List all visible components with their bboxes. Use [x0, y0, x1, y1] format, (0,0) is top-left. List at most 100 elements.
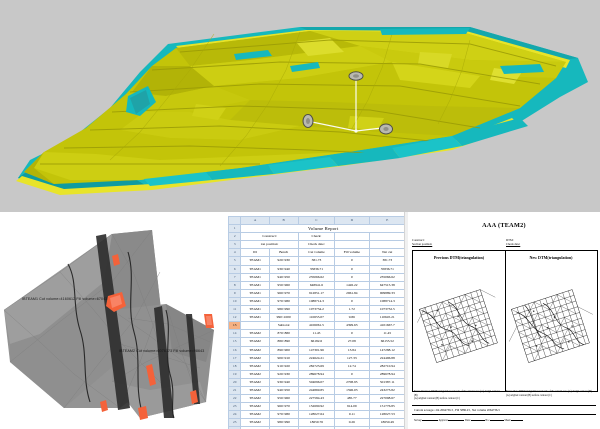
cell-net-cut[interactable]: 381.73	[368, 256, 407, 266]
row-header-10[interactable]: 10	[227, 296, 242, 307]
sheet-row-1[interactable]: 1 Volume Report	[227, 224, 406, 234]
table-row[interactable]: 22 TEAM2 950~960 227584.43 485.77 227098.67	[227, 394, 407, 404]
col-header-b[interactable]: B	[268, 215, 299, 226]
cell-fill-volume[interactable]: 1.72	[334, 305, 370, 315]
cell-id[interactable]: TEAM1	[240, 264, 270, 274]
row-header-18[interactable]: 18	[227, 361, 242, 371]
cell-net-cut[interactable]: 151776.85	[368, 402, 407, 412]
col-header-a[interactable]: A	[240, 215, 270, 226]
sheet-row-2[interactable]: 2 Construct: Check:	[227, 232, 407, 242]
cell-fill-volume[interactable]: 1426.22	[334, 280, 370, 290]
cell-fill-volume[interactable]: 0	[334, 369, 370, 379]
dtm-comparison-report[interactable]: AAA (TEAM2) Construct: Section position:…	[408, 212, 600, 429]
row-header-14[interactable]: 14	[227, 329, 242, 339]
row-header-16[interactable]: 16	[227, 345, 242, 355]
cell-bench[interactable]: 920~930	[268, 369, 299, 379]
cell-net-cut[interactable]: 4101667.7	[368, 321, 407, 331]
cell-bench[interactable]: 980~990	[268, 305, 299, 315]
cell-id[interactable]: TEAM1	[240, 305, 270, 315]
cell-id[interactable]: TEAM1	[240, 272, 270, 282]
table-row[interactable]: 13 Subtotal 4106061.5 4399.63 4101667.7	[227, 321, 407, 331]
cell-cut-volume[interactable]: 18650.76	[297, 418, 336, 428]
mesh-comparison-view[interactable]: IBTEAM1 Cut volume=4160612 Fill volume=6…	[0, 212, 226, 429]
cell-fill-volume[interactable]: 1596.03	[334, 385, 370, 396]
sheet-row-3[interactable]: 3 ion position: Check date:	[227, 240, 407, 250]
cell-id[interactable]: TEAM2	[240, 410, 270, 420]
table-row[interactable]: 21 TEAM2 940~950 244869.85 1596.03 243273.82	[227, 385, 407, 396]
cell-cut-volume[interactable]: 227584.43	[297, 394, 336, 404]
cell-bench[interactable]: 980~990	[268, 418, 299, 428]
cell-fill-volume[interactable]: 914.09	[334, 402, 370, 412]
sheet-header-row-4[interactable]: 4 ID Bench Cut volume Fill volume Net cu…	[227, 248, 407, 258]
table-row[interactable]: 23 TEAM2 960~970 152690.92 914.09 151776.85	[227, 402, 407, 412]
table-row[interactable]: 19 TEAM2 920~930 289678.94 0 289678.94	[227, 369, 407, 379]
cell-net-cut[interactable]: 128027.53	[368, 410, 407, 420]
row-header-3[interactable]: 3	[227, 240, 242, 250]
table-row[interactable]: 10 TEAM1 970~980 1088714.3 0 1088714.3	[227, 296, 407, 307]
cell-id[interactable]: TEAM1	[240, 256, 270, 266]
cell-bench[interactable]: 960~970	[268, 402, 299, 412]
row-header-24[interactable]: 24	[227, 410, 242, 420]
row-header-12[interactable]: 12	[227, 313, 242, 323]
cell-id[interactable]: TEAM1	[240, 288, 270, 298]
row-header-4[interactable]: 4	[227, 248, 242, 258]
cell-id[interactable]: TEAM2	[240, 353, 270, 363]
cell-bench[interactable]: 880~890	[268, 337, 299, 347]
cell-net-cut[interactable]: 647515.38	[368, 280, 407, 290]
table-row[interactable]: 9 TEAM1 960~970 912851.17 2961.84 909889.33	[227, 288, 407, 298]
cell-cut-volume[interactable]: 289678.94	[297, 369, 336, 379]
table-row[interactable]: 12 TEAM1 990~1000 110655.07 9.86 110645.21	[227, 313, 407, 323]
cell-fill-volume[interactable]: 9.86	[334, 313, 370, 323]
cell-bench[interactable]: 930~940	[268, 264, 299, 274]
row-header-25[interactable]: 25	[227, 418, 242, 428]
column-header-row[interactable]: A B C D E	[227, 215, 407, 226]
cell-net-cut[interactable]: 1088714.3	[368, 296, 407, 307]
cell-cut-volume[interactable]: 1088714.3	[297, 296, 336, 307]
cell-cut-volume[interactable]: 128027.64	[297, 410, 336, 420]
row-header-7[interactable]: 7	[227, 272, 242, 282]
cell-cut-volume[interactable]: 912851.17	[297, 288, 336, 298]
cell-fill-volume[interactable]: 27.08	[334, 337, 370, 347]
cell-id[interactable]: TEAM2	[240, 345, 270, 355]
cell-bench[interactable]: 930~940	[268, 377, 299, 387]
table-row[interactable]: 20 TEAM2 930~940 504096.07 2708.95 501387.11	[227, 377, 407, 387]
row-header-5[interactable]: 5	[227, 256, 242, 266]
col-header-e[interactable]: E	[368, 215, 407, 226]
cell-net-cut[interactable]: 1073732.5	[368, 305, 407, 315]
table-row[interactable]: 14 TEAM2 870~880 11.45 0 11.45	[227, 329, 407, 339]
cell-fill-volume[interactable]: 0	[334, 329, 370, 339]
cell-cut-volume[interactable]: 110655.07	[297, 313, 336, 323]
cell-net-cut[interactable]: 35836.71	[368, 264, 407, 274]
sheet-vertical-scrollbar[interactable]	[404, 212, 408, 429]
cell-cut-volume[interactable]: 648941.6	[297, 280, 336, 290]
spreadsheet-table[interactable]: A B C D E 1 Volume Report 2 Construc	[227, 215, 407, 429]
cell-id[interactable]: TEAM2	[240, 337, 270, 347]
row-header-23[interactable]: 23	[227, 402, 242, 412]
cell-bench[interactable]: 950~960	[268, 394, 299, 404]
cell-net-cut[interactable]: 909889.33	[368, 288, 407, 298]
cell-bench[interactable]: 900~910	[268, 353, 299, 363]
empty-2e[interactable]	[368, 232, 407, 242]
empty-3e[interactable]	[368, 240, 407, 250]
cell-cut-volume[interactable]: 282723.69	[297, 361, 336, 371]
cell-fill-volume[interactable]: 485.77	[334, 394, 370, 404]
cell-id[interactable]: TEAM2	[240, 394, 270, 404]
sheet-corner[interactable]	[227, 215, 242, 226]
col-header-c[interactable]: C	[297, 215, 336, 226]
row-header-15[interactable]: 15	[227, 337, 242, 347]
cell-fill-volume[interactable]: 0	[334, 272, 370, 282]
table-row[interactable]: 5 TEAM1 920~930 381.73 0 381.73	[227, 256, 407, 266]
cell-bench[interactable]: 940~950	[268, 385, 299, 396]
cell-fill-volume[interactable]: 2961.84	[334, 288, 370, 298]
cell-cut-volume[interactable]: 4106061.5	[297, 321, 336, 331]
cell-cut-volume[interactable]: 11.45	[297, 329, 336, 339]
cell-bench[interactable]: 940~950	[268, 272, 299, 282]
table-row[interactable]: 15 TEAM2 880~890 66182.6 27.08 66155.52	[227, 337, 407, 347]
cell-id[interactable]: TEAM2	[240, 329, 270, 339]
3d-terrain-viewport[interactable]	[0, 0, 600, 212]
row-header-6[interactable]: 6	[227, 264, 242, 274]
cell-id[interactable]: TEAM1	[240, 313, 270, 323]
cell-bench[interactable]: Subtotal	[268, 321, 299, 331]
cell-net-cut[interactable]: 282710.94	[368, 361, 407, 371]
cell-fill-volume[interactable]: 0	[334, 296, 370, 307]
